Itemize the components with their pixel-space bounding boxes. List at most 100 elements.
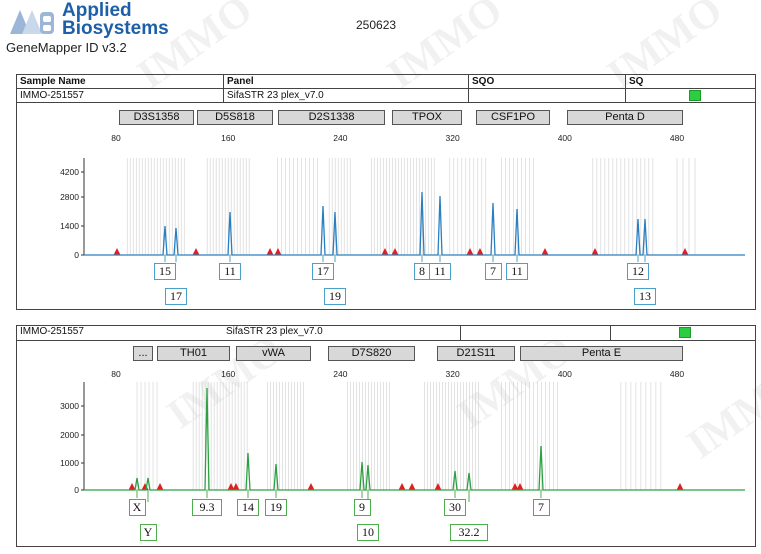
- panel-1-locus-d2s1338[interactable]: D2S1338: [278, 110, 385, 125]
- trace-line: [84, 387, 745, 491]
- sqo-cell: [468, 88, 626, 103]
- allele-label: 13: [634, 288, 656, 305]
- x-tick-label: 80: [111, 369, 121, 379]
- sample-name-cell: IMMO-251557: [16, 88, 224, 103]
- size-standard-marker: [476, 248, 484, 255]
- allele-label: 19: [265, 499, 287, 516]
- x-tick-label: 320: [446, 133, 460, 143]
- size-standard-marker: [192, 248, 200, 255]
- size-standard-marker: [381, 248, 389, 255]
- size-standard-marker: [591, 248, 599, 255]
- allele-label: 7: [532, 499, 550, 516]
- allele-label: 11: [506, 263, 528, 280]
- size-standard-marker: [541, 248, 549, 255]
- size-standard-marker: [681, 248, 689, 255]
- table-row[interactable]: IMMO-251557 SifaSTR 23 plex_v7.0: [16, 88, 756, 103]
- panel-2-panel-name: SifaSTR 23 plex_v7.0: [226, 326, 323, 337]
- panel-2-status-indicator: [679, 327, 691, 338]
- sq-cell: [625, 88, 756, 103]
- allele-label: 10: [357, 524, 379, 541]
- sq-status-indicator: [689, 89, 701, 101]
- panel-2-locus-vwa[interactable]: vWA: [236, 346, 311, 361]
- size-standard-marker: [466, 248, 474, 255]
- panel-2-locus-more[interactable]: ...: [133, 346, 153, 361]
- size-standard-marker: [398, 483, 406, 490]
- x-tick-label: 400: [558, 369, 572, 379]
- x-tick-label: 320: [446, 369, 460, 379]
- allele-label: 11: [219, 263, 241, 280]
- size-standard-marker: [227, 483, 235, 490]
- size-standard-marker: [307, 483, 315, 490]
- size-standard-marker: [434, 483, 442, 490]
- allele-label: 17: [312, 263, 334, 280]
- panel-2-locus-d7s820[interactable]: D7S820: [328, 346, 415, 361]
- allele-label: 30: [444, 499, 466, 516]
- table-header-row: Sample Name Panel SQO SQ: [16, 74, 756, 89]
- trace-line: [84, 191, 745, 256]
- allele-label: 12: [627, 263, 649, 280]
- allele-label: X: [128, 499, 146, 516]
- electropherogram-panel-2: [16, 325, 756, 547]
- panel-2-sample-name: IMMO-251557: [20, 326, 84, 337]
- panel-2-header: IMMO-251557 SifaSTR 23 plex_v7.0: [16, 325, 756, 341]
- size-standard-marker: [156, 483, 164, 490]
- col-sq: SQ: [625, 74, 756, 89]
- size-standard-marker: [232, 483, 240, 490]
- panel-cell: SifaSTR 23 plex_v7.0: [223, 88, 469, 103]
- allele-label: 19: [324, 288, 346, 305]
- brand-name-line1: Applied: [62, 0, 132, 21]
- allele-label: Y: [139, 524, 157, 541]
- divider: [460, 325, 461, 340]
- size-standard-marker: [516, 483, 524, 490]
- y-tick-label: 4200: [60, 167, 79, 177]
- divider: [610, 325, 611, 340]
- size-standard-marker: [676, 483, 684, 490]
- allele-label: 14: [237, 499, 259, 516]
- panel-1-locus-csf1po[interactable]: CSF1PO: [476, 110, 550, 125]
- run-id: 250623: [356, 18, 397, 32]
- panel-2-locus-d21s11[interactable]: D21S11: [437, 346, 515, 361]
- allele-label: 11: [429, 263, 451, 280]
- allele-label: 9: [353, 499, 371, 516]
- col-sample-name: Sample Name: [16, 74, 224, 89]
- panel-2-locus-th01[interactable]: TH01: [157, 346, 230, 361]
- x-tick-label: 480: [670, 133, 684, 143]
- x-tick-label: 240: [333, 133, 347, 143]
- size-standard-marker: [511, 483, 519, 490]
- brand-name-line2: Biosystems: [62, 18, 169, 39]
- size-standard-marker: [128, 483, 136, 490]
- x-tick-label: 160: [221, 133, 235, 143]
- y-tick-label: 3000: [60, 401, 79, 411]
- panel-1-locus-d3s1358[interactable]: D3S1358: [119, 110, 194, 125]
- y-tick-label: 1000: [60, 458, 79, 468]
- electropherogram-chart-1: 80 160 240 320 400 480 4200 2800 1400 0: [60, 133, 745, 262]
- bin-lines: [126, 158, 696, 255]
- sample-info-table: Sample Name Panel SQO SQ IMMO-251557 Sif…: [16, 74, 756, 103]
- allele-label: 7: [484, 263, 502, 280]
- panel-2-locus-penta-e[interactable]: Penta E: [520, 346, 683, 361]
- x-tick-label: 160: [221, 369, 235, 379]
- allele-label: 32.2: [450, 524, 488, 541]
- col-panel: Panel: [223, 74, 469, 89]
- panel-1-locus-tpox[interactable]: TPOX: [392, 110, 462, 125]
- y-tick-label: 1400: [60, 221, 79, 231]
- y-tick-label: 0: [74, 250, 79, 260]
- x-tick-label: 400: [558, 133, 572, 143]
- panel-1-locus-d5s818[interactable]: D5S818: [197, 110, 273, 125]
- size-standard-marker: [391, 248, 399, 255]
- electropherogram-chart-2: 80 160 240 320 400 480 3000 2000 1000 0: [60, 369, 745, 502]
- y-tick-label: 2000: [60, 430, 79, 440]
- col-sqo: SQO: [468, 74, 626, 89]
- size-standard-marker: [266, 248, 274, 255]
- size-standard-marker: [113, 248, 121, 255]
- allele-label: 9.3: [192, 499, 222, 516]
- size-standard-marker: [274, 248, 282, 255]
- allele-label: 15: [154, 263, 176, 280]
- size-standard-marker: [408, 483, 416, 490]
- x-tick-label: 80: [111, 133, 121, 143]
- y-tick-label: 0: [74, 485, 79, 495]
- panel-1-locus-penta-d[interactable]: Penta D: [567, 110, 683, 125]
- bin-lines: [136, 382, 662, 490]
- applied-biosystems-logo: [10, 10, 54, 34]
